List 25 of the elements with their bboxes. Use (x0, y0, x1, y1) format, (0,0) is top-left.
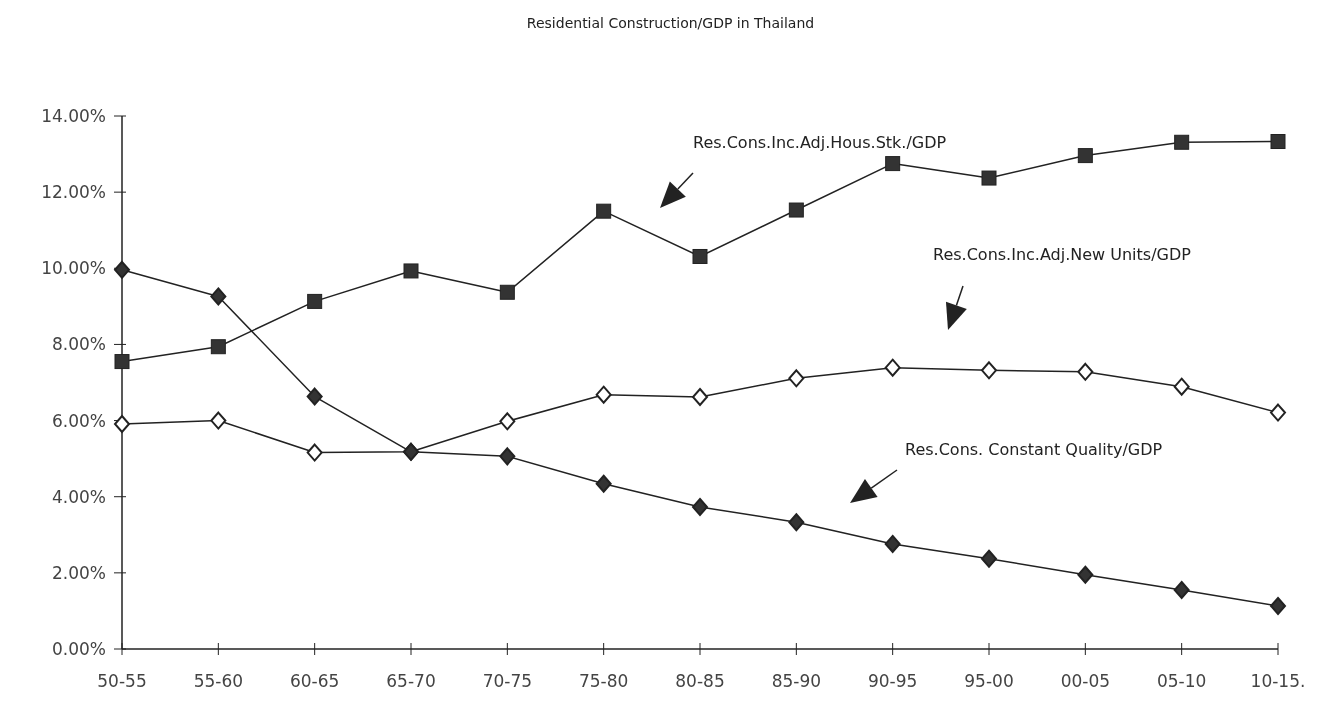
x-tick-label: 95-00 (964, 671, 1014, 691)
y-tick-label: 2.00% (51, 562, 106, 583)
y-tick-label: 14.00% (41, 106, 106, 126)
y-tick-label: 10.00% (41, 258, 106, 279)
x-tick-label: 10-15. (1250, 671, 1306, 691)
annotation: Res.Cons.Inc.Adj.Hous.Stk./GDP (693, 133, 947, 152)
x-tick-label: 85-90 (771, 671, 822, 691)
annotation: Res.Cons. Constant Quality/GDP (905, 440, 1163, 459)
x-tick-label: 50-55 (97, 671, 147, 691)
y-tick-label: 6.00% (51, 410, 106, 431)
chart-title: Residential Construction/GDP in Thailand (526, 15, 815, 31)
x-tick-label: 75-80 (578, 671, 629, 691)
x-tick-label: 65-70 (386, 671, 436, 691)
y-tick-label: 12.00% (41, 182, 106, 203)
y-tick-label: 0.00% (51, 639, 106, 659)
y-tick-label: 8.00% (51, 334, 106, 355)
x-tick-label: 70-75 (482, 671, 533, 691)
annotation: Res.Cons.Inc.Adj.New Units/GDP (933, 245, 1192, 264)
x-tick-label: 60-65 (289, 671, 340, 691)
x-tick-label: 90-95 (867, 671, 918, 691)
x-tick-label: 05-10 (1156, 671, 1207, 691)
x-tick-label: 00-05 (1060, 671, 1111, 691)
x-tick-label: 55-60 (193, 671, 244, 691)
y-tick-label: 4.00% (51, 486, 106, 507)
x-tick-label: 80-85 (675, 671, 725, 691)
